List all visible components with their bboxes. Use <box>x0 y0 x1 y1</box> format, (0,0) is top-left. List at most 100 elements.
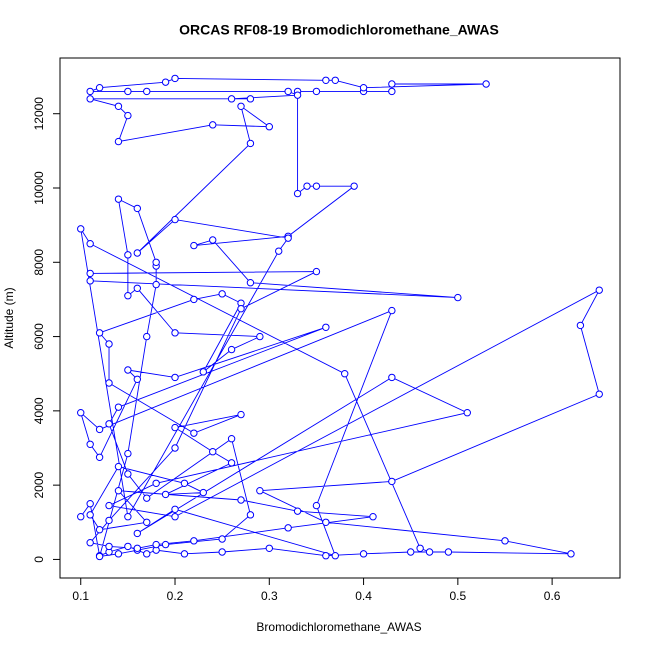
data-point <box>322 518 330 526</box>
data-point <box>171 329 179 337</box>
data-point <box>133 529 142 538</box>
data-point <box>152 258 160 266</box>
data-point <box>303 182 311 190</box>
y-tick-label: 6000 <box>32 323 46 350</box>
data-point <box>77 513 85 521</box>
data-point <box>114 403 123 411</box>
data-point <box>105 501 113 510</box>
data-point <box>256 487 264 495</box>
data-point <box>86 269 94 278</box>
data-point <box>95 329 104 337</box>
data-point <box>86 277 94 285</box>
data-point <box>576 321 585 330</box>
data-point <box>293 189 302 198</box>
data-point <box>124 366 132 374</box>
data-point <box>86 500 94 508</box>
y-tick-label: 10000 <box>32 171 46 205</box>
data-point <box>95 453 104 461</box>
y-tick-label: 4000 <box>32 397 46 424</box>
data-point <box>237 102 245 110</box>
data-point <box>209 121 217 129</box>
data-point <box>388 80 396 88</box>
data-point <box>595 390 603 398</box>
data-point <box>595 286 603 294</box>
data-point <box>171 423 179 432</box>
data-point <box>322 323 330 331</box>
data-point <box>246 139 255 148</box>
data-point <box>86 440 94 448</box>
x-axis-label: Bromodichloromethane_AWAS <box>256 620 421 634</box>
data-point <box>388 373 396 382</box>
data-point <box>237 410 245 419</box>
y-tick-label: 0 <box>32 556 46 563</box>
data-point <box>95 526 104 534</box>
data-point <box>388 87 396 96</box>
data-point <box>312 87 321 96</box>
data-point <box>265 544 273 552</box>
data-point <box>171 215 179 224</box>
data-point <box>86 511 94 519</box>
data-point <box>350 182 358 190</box>
data-point <box>86 95 94 103</box>
data-point <box>359 84 368 92</box>
x-tick-label: 0.6 <box>544 589 561 603</box>
data-point <box>77 225 85 233</box>
data-point <box>133 375 142 383</box>
data-point <box>190 537 198 545</box>
data-point <box>199 488 207 497</box>
data-point <box>105 542 113 551</box>
data-point <box>133 284 142 292</box>
data-point <box>171 513 179 521</box>
data-point <box>152 479 160 487</box>
data-point <box>133 544 142 552</box>
data-point <box>180 479 189 487</box>
data-point <box>209 448 217 456</box>
data-point <box>143 550 151 558</box>
x-tick-label: 0.4 <box>355 589 372 603</box>
data-point <box>312 182 321 190</box>
data-point <box>199 368 207 376</box>
data-point <box>77 409 85 417</box>
data-point <box>246 279 255 287</box>
data-point <box>246 95 255 103</box>
data-point <box>227 435 236 443</box>
data-point <box>209 236 217 244</box>
data-point <box>152 280 160 289</box>
data-point <box>190 241 198 250</box>
data-point <box>322 552 330 560</box>
y-axis-label: Altitude (m) <box>2 287 16 348</box>
x-tick-label: 0.3 <box>261 589 278 603</box>
data-point <box>359 550 368 558</box>
data-point <box>105 516 113 525</box>
data-point <box>161 490 170 499</box>
data-point <box>95 84 104 92</box>
x-tick-label: 0.5 <box>450 589 467 603</box>
data-point <box>105 379 113 387</box>
plot-frame <box>59 57 621 579</box>
data-point <box>237 305 245 313</box>
chart-title: ORCAS RF08-19 Bromodichloromethane_AWAS <box>179 22 499 38</box>
data-point <box>124 251 132 259</box>
data-point <box>388 306 396 315</box>
data-point <box>114 195 123 203</box>
data-point <box>331 76 339 84</box>
data-point <box>284 234 292 242</box>
data-point <box>331 552 339 560</box>
data-point <box>218 548 226 556</box>
data-point <box>143 494 151 502</box>
data-point <box>180 550 189 558</box>
data-point <box>95 425 104 434</box>
data-point <box>463 409 471 417</box>
data-point <box>322 76 330 84</box>
data-point <box>218 290 226 298</box>
data-point <box>227 459 236 467</box>
data-point <box>227 95 236 103</box>
data-point <box>369 513 377 521</box>
data-point <box>293 507 302 515</box>
data-point <box>218 535 226 543</box>
data-point <box>284 524 292 532</box>
data-point <box>105 420 113 428</box>
data-point <box>114 102 123 110</box>
data-point <box>425 548 434 556</box>
